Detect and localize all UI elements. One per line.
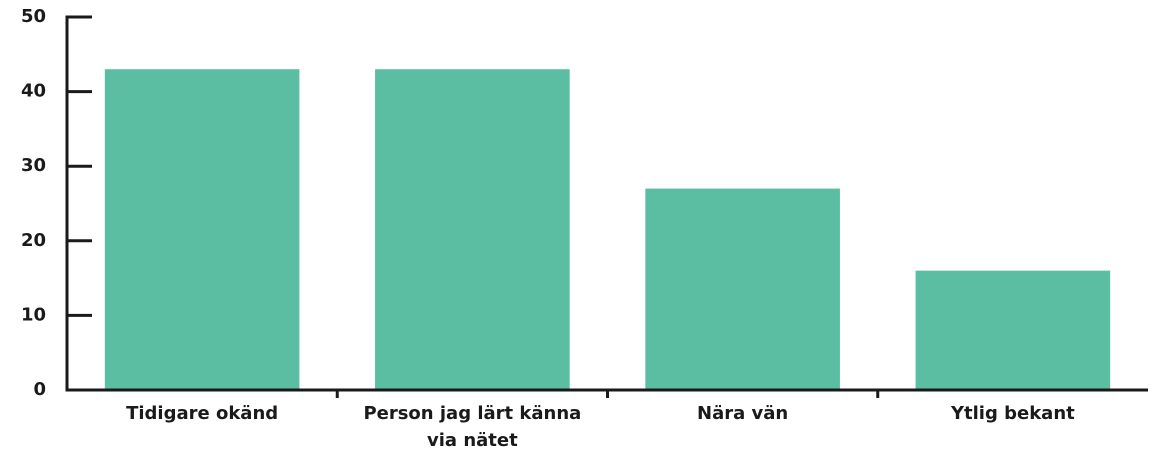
- x-tick-label: Tidigare okänd: [126, 403, 279, 424]
- y-tick-label: 30: [21, 155, 46, 176]
- x-tick-label: Nära vän: [697, 403, 789, 424]
- x-tick-label: Ytlig bekant: [950, 403, 1075, 424]
- bar: [104, 69, 300, 390]
- y-tick-label: 20: [21, 230, 46, 251]
- x-tick-label: Person jag lärt känna via nätet: [363, 403, 582, 451]
- y-tick-label: 0: [33, 379, 46, 400]
- bar: [915, 270, 1111, 390]
- y-tick-label: 10: [21, 304, 46, 325]
- bar: [375, 69, 570, 390]
- y-tick-label: 50: [21, 6, 46, 27]
- y-tick-label: 40: [21, 81, 46, 102]
- bar: [645, 188, 840, 390]
